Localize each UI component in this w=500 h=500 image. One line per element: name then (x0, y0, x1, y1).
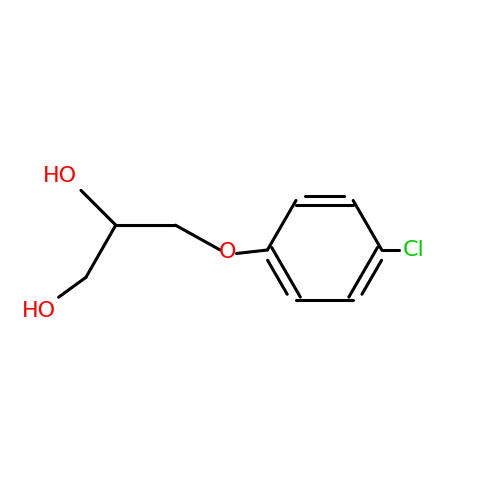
Text: HO: HO (22, 301, 56, 321)
Text: O: O (219, 242, 236, 262)
Text: HO: HO (43, 166, 77, 186)
Text: Cl: Cl (403, 240, 425, 260)
